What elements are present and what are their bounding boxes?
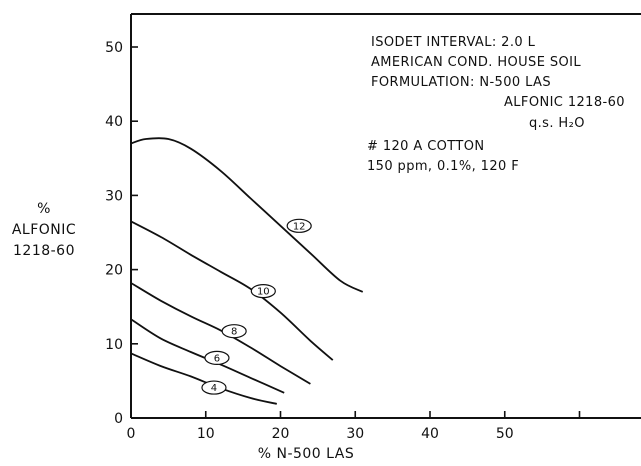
annotation-interval: ISODET INTERVAL: 2.0 L [371,35,536,50]
y-tick-label-50: 50 [105,40,123,56]
series-label-8: 8 [221,324,247,339]
series-label-6: 6 [204,350,230,365]
x-tick-label-50: 50 [496,426,514,442]
annotation-conditions: 150 ppm, 0.1%, 120 F [367,159,519,174]
series-label-oval-6 [204,350,230,365]
series-label-4: 4 [201,380,227,395]
series-label-oval-12 [286,218,312,233]
x-tick-label-30: 30 [346,426,364,442]
curves: 12 10 8 6 4 [130,137,364,405]
series-label-oval-8 [221,324,247,339]
y-tick-label-10: 10 [105,337,123,353]
annotation-cotton: # 120 A COTTON [367,139,485,154]
annotation-water: q.s. H₂O [529,116,585,131]
series-label-text-10: 10 [257,287,270,298]
annotation-alfonic: ALFONIC 1218-60 [504,95,625,110]
series-label-oval-4 [201,380,227,395]
x-tick-label-20: 20 [272,426,290,442]
y-axis-title-line-1: % [37,201,51,217]
annotation-formulation: FORMULATION: N-500 LAS [371,75,551,90]
series-label-text-12: 12 [293,221,306,232]
x-tick-label-0: 0 [127,426,136,442]
annotation-soil: AMERICAN COND. HOUSE SOIL [371,55,581,70]
x-axis-title: % N-500 LAS [258,446,355,462]
x-tick-label-40: 40 [421,426,439,442]
annotation-block: ISODET INTERVAL: 2.0 L AMERICAN COND. HO… [367,35,625,174]
series-label-10: 10 [250,284,276,299]
y-axis-title-line-3: 1218-60 [13,243,75,259]
series-label-oval-10 [250,284,276,299]
y-tick-label-0: 0 [114,411,123,427]
series-line-4 [130,352,277,405]
y-ticks: 0 10 20 30 40 50 [105,40,138,427]
series-label-12: 12 [286,218,312,233]
series-label-text-4: 4 [211,383,217,394]
series-line-12 [130,137,364,293]
y-tick-label-40: 40 [105,114,123,130]
y-axis-title-line-2: ALFONIC [12,222,76,238]
y-tick-label-20: 20 [105,263,123,279]
series-line-8 [130,282,311,385]
series-line-10 [130,220,334,361]
x-ticks: 0 10 20 30 40 50 [127,411,581,442]
series-label-text-8: 8 [231,327,237,338]
series-label-text-6: 6 [214,353,220,364]
x-tick-label-10: 10 [197,426,215,442]
y-axis-title: % ALFONIC 1218-60 [12,201,76,259]
y-tick-label-30: 30 [105,188,123,204]
axes [130,13,641,419]
